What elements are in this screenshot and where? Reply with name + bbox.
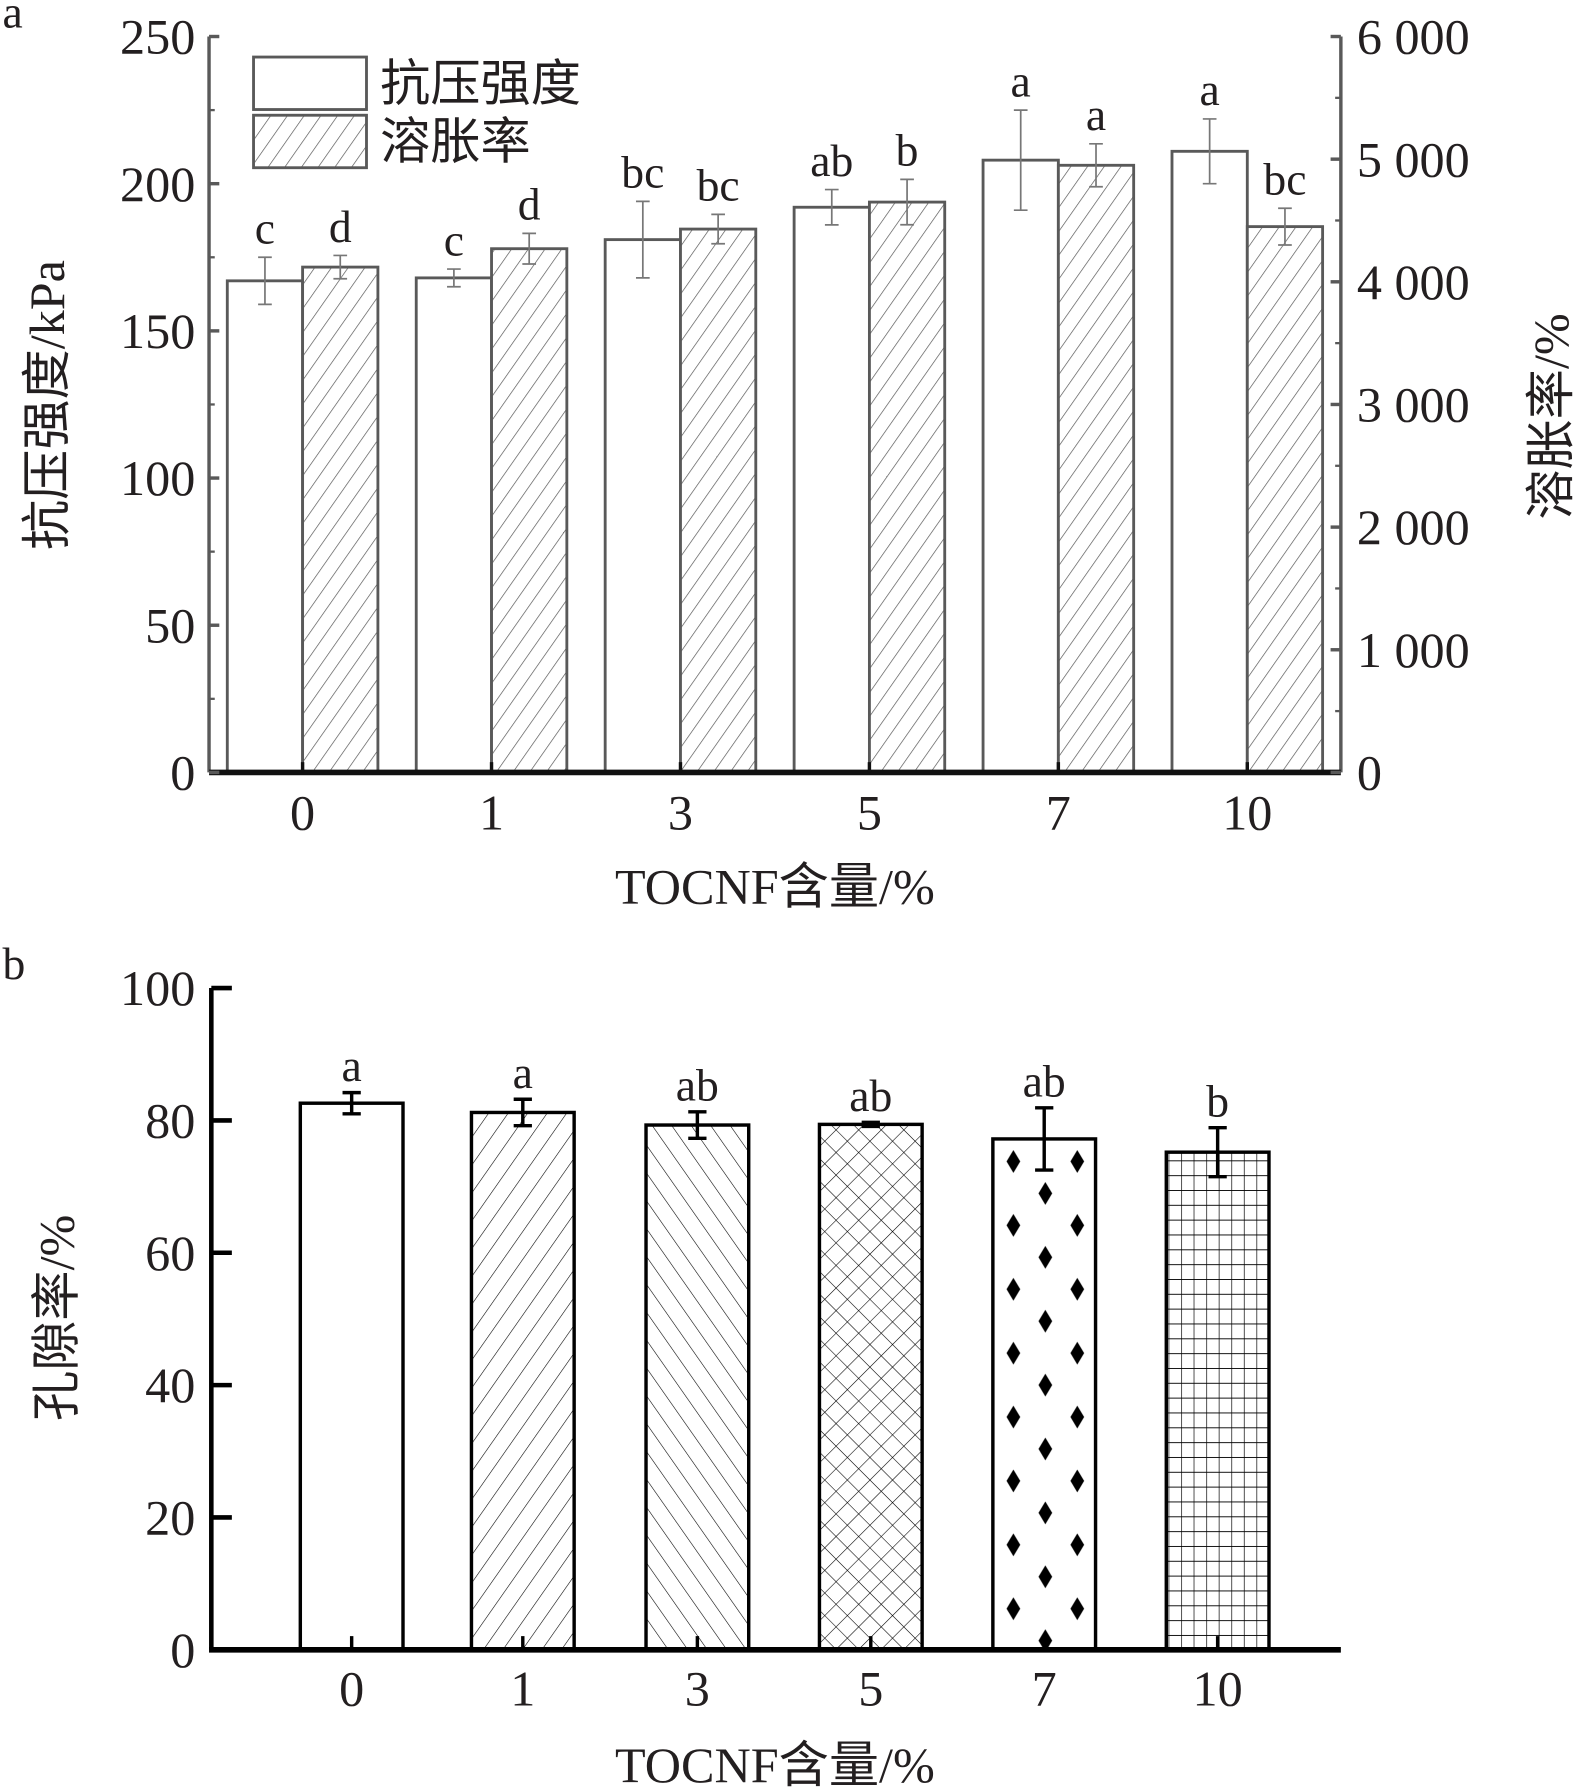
error-bar: [861, 1120, 880, 1129]
bar-porosity: [469, 1110, 576, 1652]
error-bar: [824, 188, 839, 226]
error-bar: [1035, 1106, 1054, 1172]
x-tick-label: 3: [668, 784, 693, 840]
legend-swatch: [252, 113, 368, 170]
error-bar: [1208, 1125, 1227, 1179]
significance-letter: bc: [1263, 154, 1306, 205]
significance-letter: bc: [621, 147, 664, 198]
bar-swelling: [867, 200, 947, 774]
y-tick-label: 200: [120, 156, 195, 212]
error-bar: [447, 268, 461, 288]
bar-swelling: [301, 265, 380, 774]
y2-tick-label: 3 000: [1357, 377, 1470, 433]
legend-label: 抗压强度: [380, 55, 581, 111]
bar-porosity: [298, 1101, 405, 1652]
bar-swelling: [679, 227, 758, 774]
x-tick-label: 0: [339, 1661, 364, 1717]
y2-tick-label: 5 000: [1357, 131, 1470, 187]
significance-letter: c: [255, 203, 275, 254]
bar-porosity: [991, 1137, 1098, 1652]
y-tick-label: 0: [170, 1622, 195, 1678]
x-tick-label: 0: [290, 784, 315, 840]
significance-letter: bc: [697, 160, 740, 211]
significance-letter: ab: [810, 135, 853, 186]
y2-axis-title: 溶胀率/%: [1523, 313, 1575, 519]
error-bar: [258, 256, 272, 306]
error-bar: [513, 1097, 532, 1128]
bar-compressive: [414, 276, 493, 774]
bar-porosity: [817, 1122, 924, 1652]
significance-letter: a: [342, 1040, 362, 1091]
error-bar: [522, 232, 537, 265]
bar-swelling: [1056, 163, 1136, 774]
panel-b: b a a ab ab ab b 0 20 40 60 80 100 0 1 3 5 7 10 TOCNF含量/% 孔隙…: [3, 938, 1341, 1789]
error-bar: [1013, 109, 1028, 212]
error-bar: [1278, 207, 1292, 246]
error-bar: [635, 200, 650, 279]
significance-letter: ab: [676, 1059, 719, 1110]
error-bar: [900, 178, 914, 226]
significance-letter: a: [1200, 64, 1220, 115]
significance-letter: b: [896, 125, 919, 176]
error-bar: [688, 1110, 707, 1140]
y-tick-label: 100: [120, 450, 195, 506]
y-tick-label: 40: [145, 1357, 195, 1413]
y-axis-title: 抗压强度/kPa: [19, 260, 75, 550]
bar-porosity: [644, 1123, 751, 1652]
x-tick-label: 7: [1046, 784, 1071, 840]
significance-letter: a: [513, 1047, 533, 1098]
x-tick-label: 10: [1222, 784, 1272, 840]
x-tick-label: 5: [858, 1661, 883, 1717]
bar-swelling: [1245, 225, 1325, 774]
y-tick-label: 250: [120, 9, 195, 65]
significance-letter: ab: [1023, 1055, 1066, 1106]
significance-letter: d: [518, 179, 541, 230]
significance-letter: c: [444, 214, 464, 265]
error-bar: [333, 254, 348, 280]
significance-letter: a: [1011, 55, 1031, 106]
x-axis-title: TOCNF含量/%: [615, 859, 935, 915]
y2-tick-label: 6 000: [1357, 9, 1470, 65]
y-tick-label: 100: [120, 960, 195, 1016]
bar-compressive: [792, 205, 871, 774]
significance-letter: b: [1206, 1075, 1229, 1126]
x-tick-label: 3: [685, 1661, 710, 1717]
x-tick-label: 1: [479, 784, 504, 840]
y-tick-label: 150: [120, 303, 195, 359]
y2-tick-label: 0: [1357, 745, 1382, 801]
x-tick-label: 10: [1193, 1661, 1243, 1717]
panel-label: b: [3, 938, 26, 989]
bar-compressive: [981, 158, 1060, 774]
legend-label: 溶胀率: [380, 114, 531, 170]
error-bar: [1202, 118, 1217, 185]
bar-compressive: [225, 279, 305, 774]
x-tick-label: 5: [857, 784, 882, 840]
x-axis-title: TOCNF含量/%: [615, 1737, 935, 1789]
y-axis-title: 孔隙率/%: [28, 1215, 84, 1421]
y-tick-label: 20: [145, 1490, 195, 1546]
panel-label: a: [3, 0, 23, 37]
y-tick-label: 80: [145, 1093, 195, 1149]
y2-tick-label: 4 000: [1357, 254, 1470, 310]
significance-letter: ab: [849, 1070, 892, 1121]
error-bar: [342, 1090, 361, 1116]
legend-swatch: [252, 55, 368, 111]
x-tick-label: 1: [510, 1661, 535, 1717]
bar-compressive: [603, 238, 682, 774]
y2-tick-label: 2 000: [1357, 499, 1470, 555]
bar-compressive: [1170, 149, 1249, 774]
x-tick-label: 7: [1032, 1661, 1057, 1717]
y-tick-label: 60: [145, 1225, 195, 1281]
bar-swelling: [490, 247, 569, 774]
error-bar: [711, 213, 725, 245]
y2-tick-label: 1 000: [1357, 622, 1470, 678]
bar-porosity: [1164, 1150, 1271, 1652]
error-bar: [1089, 142, 1103, 188]
significance-letter: d: [329, 201, 352, 252]
y-tick-label: 0: [170, 745, 195, 801]
significance-letter: a: [1086, 89, 1106, 140]
y-tick-label: 50: [145, 597, 195, 653]
